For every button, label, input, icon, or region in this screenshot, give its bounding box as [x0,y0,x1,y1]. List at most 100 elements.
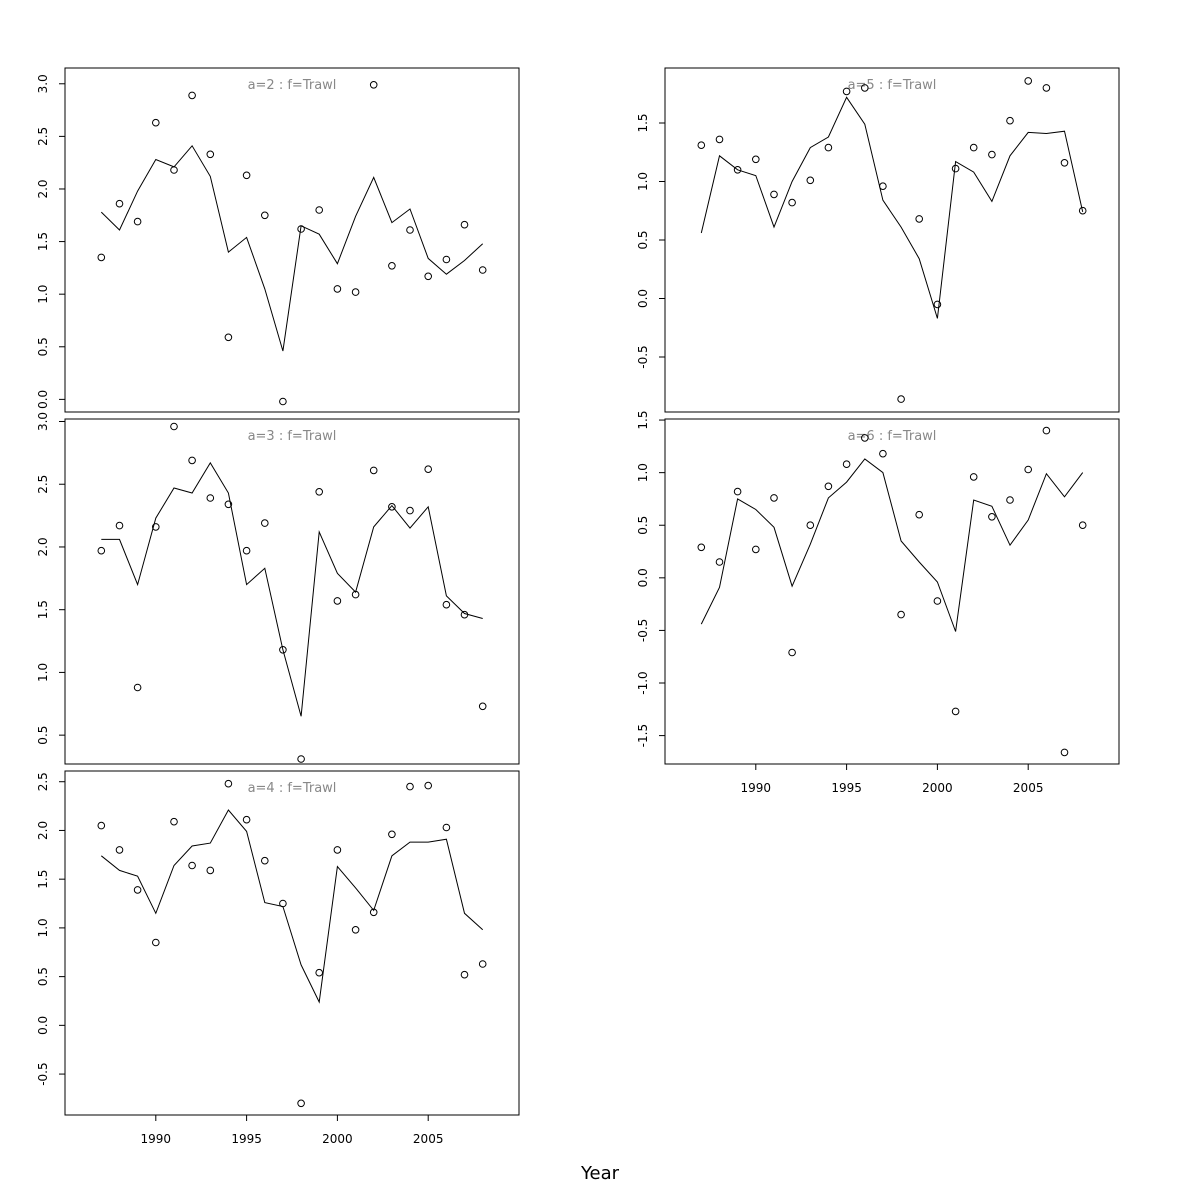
panel-2: 0.5 1.0 1.5 2.0 2.5 3.0 a=3 : f=Trawl [36,412,520,765]
observed-point [879,449,887,458]
y-tick-label: 1.0 [636,172,650,191]
panel-3: -0.5 0.0 0.5 1.0 1.5 2.0 2.5 1990 1995 2000 2005 a=… [36,770,520,1146]
observed-point [388,262,396,270]
observed-point [1006,116,1014,125]
fitted-line [100,809,484,1004]
observed-point [788,198,796,207]
x-tick-label: 2005 [1013,781,1044,795]
observed-point [1060,159,1069,167]
observed-point [951,164,960,173]
y-tick-label: 2.5 [36,772,50,791]
observed-point [224,333,233,342]
observed-point [733,487,742,496]
observed-point [224,779,233,788]
observed-point [915,215,924,223]
y-tick-label: -0.5 [36,1062,50,1085]
panel-title: a=2 : f=Trawl [248,78,337,93]
y-tick-label: 1.5 [636,113,650,132]
observed-point [861,434,869,442]
y-tick-label: 0.5 [36,967,50,986]
observed-point [1024,465,1032,474]
observed-point [442,823,451,832]
observed-point [224,500,233,509]
y-tick-label: 3.0 [36,412,50,431]
panel-1: 0.0 0.5 1.0 1.5 2.0 2.5 3.0 a=2 : f=Trawl [36,67,520,413]
x-tick-label: 1995 [831,781,862,795]
observed-point [152,118,160,127]
panel-4: -0.5 0.0 0.5 1.0 1.5 a=5 : f=Trawl [636,67,1120,413]
observed-point [206,866,215,875]
observed-point [170,166,178,174]
y-tick-label: 0.0 [636,289,650,308]
observed-point [115,199,124,208]
observed-point [951,707,960,716]
observed-point [842,87,851,96]
observed-point [133,217,142,226]
y-tick-label: 0.0 [36,390,50,409]
panel-frame [64,67,520,413]
panel-5: -1.5 -1.0 -0.5 0.0 0.5 1.0 1.5 1990 1995 2000 2005… [636,411,1120,795]
panel-frame [664,418,1120,765]
x-tick-label: 2005 [413,1132,444,1146]
observed-point [460,610,469,619]
x-tick-label: 2000 [322,1132,353,1146]
observed-point [1024,77,1032,85]
observed-point [424,465,433,474]
y-tick-label: 2.0 [36,821,50,840]
observed-point [933,597,942,605]
y-tick-label: 2.0 [36,537,50,556]
observed-point [315,968,324,977]
observed-point [97,546,106,555]
y-tick-label: 2.0 [36,179,50,198]
observed-point [806,521,815,530]
x-tick-label: 1995 [231,1132,262,1146]
fitted-line [100,144,484,352]
observed-point [242,815,251,824]
observed-point [861,84,869,92]
observed-point [115,846,124,854]
observed-point [969,473,978,481]
x-tick-label: 1990 [141,1132,172,1146]
observed-point [315,488,324,496]
observed-point [697,141,706,149]
y-tick-label: 1.0 [636,463,650,482]
observed-point [206,494,215,502]
y-tick-label: 2.5 [36,127,50,146]
observed-point [933,300,942,309]
observed-point [406,506,414,515]
observed-point [806,176,815,185]
figure-x-axis-label: Year [580,1163,620,1184]
observed-point [242,546,251,555]
observed-point [369,466,378,475]
observed-point [133,886,142,894]
observed-point [1078,521,1087,530]
observed-point [424,781,433,790]
observed-point [152,523,160,531]
observed-point [733,166,742,174]
observed-point [188,861,196,870]
observed-point [424,272,433,281]
observed-point [770,190,778,199]
observed-point [442,255,451,264]
observed-point [152,938,160,947]
observed-point [478,702,487,711]
observed-point [1006,496,1014,504]
observed-point [333,846,342,854]
fitted-line [700,96,1084,319]
y-tick-label: 0.5 [36,726,50,745]
panels-group: 0.0 0.5 1.0 1.5 2.0 2.5 3.0 a=2 : f=Trawl 0.5 1.0… [36,67,1120,1146]
observed-point [297,1099,305,1108]
x-tick-label: 1990 [741,781,772,795]
y-tick-label: -1.0 [636,671,650,694]
y-tick-label: 1.0 [36,663,50,682]
observed-point [333,285,342,293]
panel-title: a=6 : f=Trawl [848,429,937,444]
fitted-line [700,458,1084,632]
observed-point [770,494,778,502]
panel-title: a=5 : f=Trawl [848,78,937,93]
observed-point [752,155,760,164]
observed-point [460,970,469,979]
y-tick-label: 1.5 [636,411,650,430]
observed-point [788,648,796,657]
